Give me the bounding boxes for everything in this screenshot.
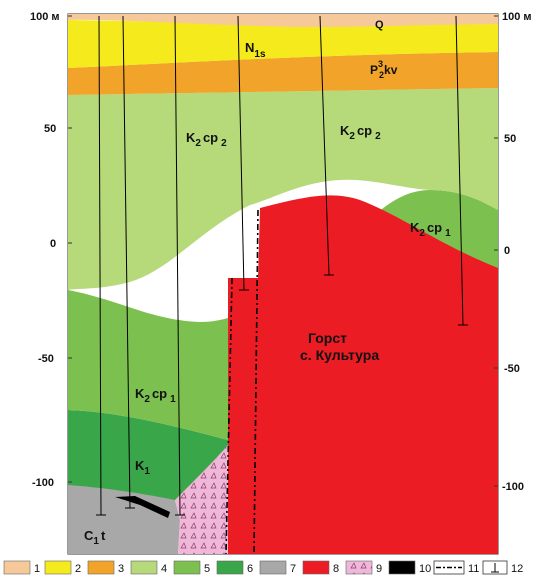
legend: 1 2 3 4 5 6 7 8 9 10 11 12	[3, 560, 523, 575]
boreholes	[96, 15, 468, 516]
legend-swatch-10	[388, 560, 416, 575]
layer-k2cp2	[68, 88, 498, 290]
label-p2kv: P23kv	[370, 59, 398, 80]
label-horst-line2: с. Культура	[300, 347, 379, 363]
legend-num-5: 5	[204, 563, 210, 575]
label-k1: K1	[135, 458, 150, 477]
legend-swatch-2	[44, 560, 72, 575]
left-tick-100: 100 м	[30, 11, 60, 23]
legend-num-9: 9	[376, 563, 382, 575]
left-tick-50: 50	[44, 123, 56, 135]
legend-num-6: 6	[247, 563, 253, 575]
label-c1t: C1 t	[84, 528, 106, 547]
right-tick-100: 100 м	[502, 11, 532, 23]
layer-weathering	[175, 445, 228, 554]
label-k2cp2-right: K2 cp 2	[340, 123, 381, 142]
left-tick-0: 0	[50, 238, 56, 250]
legend-num-7: 7	[290, 563, 296, 575]
label-k2cp2-left: K2 cp 2	[186, 130, 227, 149]
scale-tick-marks	[68, 15, 498, 487]
label-n1s: N1s	[245, 40, 266, 60]
legend-num-3: 3	[118, 563, 124, 575]
layer-carbon	[68, 485, 180, 554]
left-tick-minus100: -100	[32, 477, 54, 489]
horst-body	[228, 195, 498, 555]
legend-num-8: 8	[333, 563, 339, 575]
legend-num-11: 11	[468, 563, 479, 575]
legend-swatch-5	[173, 560, 201, 575]
label-k2cp1-right: K2 cp 1	[410, 220, 451, 239]
legend-swatch-9	[345, 560, 373, 575]
legend-swatch-8	[302, 560, 330, 575]
right-tick-minus100: -100	[502, 481, 524, 493]
label-q: Q	[375, 19, 384, 31]
left-tick-minus50: -50	[38, 353, 54, 365]
legend-num-2: 2	[75, 563, 81, 575]
fault-line-1	[225, 277, 233, 555]
label-horst-line1: Горст	[308, 330, 347, 346]
layer-k1	[68, 410, 228, 500]
legend-swatch-3	[87, 560, 115, 575]
black-lens	[115, 496, 170, 518]
right-tick-50: 50	[504, 133, 516, 145]
legend-swatch-7	[259, 560, 287, 575]
legend-swatch-1	[3, 560, 31, 575]
legend-num-12: 12	[511, 563, 523, 575]
fault-line-2	[253, 209, 259, 555]
legend-swatch-4	[130, 560, 158, 575]
label-k2cp1-left: K2 cp 1	[135, 386, 176, 405]
legend-num-1: 1	[34, 563, 40, 575]
legend-num-10: 10	[419, 563, 431, 575]
legend-swatch-6	[216, 560, 244, 575]
legend-num-4: 4	[161, 563, 167, 575]
borehole-symbol-icon	[491, 563, 499, 573]
right-tick-minus50: -50	[504, 363, 520, 375]
right-tick-0: 0	[504, 245, 510, 257]
